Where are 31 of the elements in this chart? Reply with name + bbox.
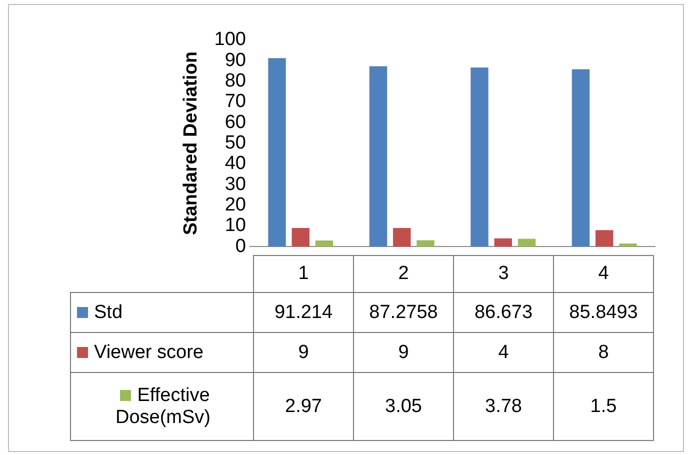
x-tick-label: 3 <box>454 256 554 292</box>
data-label: 85.8493 <box>554 292 654 332</box>
data-label: 2.97 <box>254 372 354 440</box>
legend-label: Viewer score <box>70 332 254 372</box>
y-tick-label: 90 <box>224 50 246 71</box>
data-label: 3.05 <box>354 372 454 440</box>
data-label: 8 <box>554 332 654 372</box>
data-label: 1.5 <box>554 372 654 440</box>
y-tick-label: 60 <box>224 112 246 133</box>
y-tick-label: 70 <box>224 91 246 112</box>
data-label: 4 <box>454 332 554 372</box>
y-axis-title: Standared Deviation <box>180 51 202 236</box>
data-label: 86.673 <box>454 292 554 332</box>
x-tick-label: 2 <box>354 256 454 292</box>
legend-label: Std <box>70 292 254 332</box>
data-label: 9 <box>354 332 454 372</box>
y-tick-label: 80 <box>224 70 246 92</box>
data-label: 87.2758 <box>354 292 454 332</box>
y-tick-label: 20 <box>224 194 246 216</box>
y-tick-label: 100 <box>214 29 246 50</box>
x-tick-label: 1 <box>254 256 354 292</box>
y-tick-label: 10 <box>224 215 246 236</box>
y-tick-label: 30 <box>224 174 246 195</box>
y-tick-label: 0 <box>235 236 246 257</box>
data-label: 3.78 <box>454 372 554 440</box>
legend-label: Effective Dose(mSv) <box>70 372 254 440</box>
y-tick-label: 50 <box>224 132 246 154</box>
x-tick-label: 4 <box>554 256 654 292</box>
y-tick-label: 40 <box>224 153 246 174</box>
data-label: 91.214 <box>254 292 354 332</box>
data-label: 9 <box>254 332 354 372</box>
